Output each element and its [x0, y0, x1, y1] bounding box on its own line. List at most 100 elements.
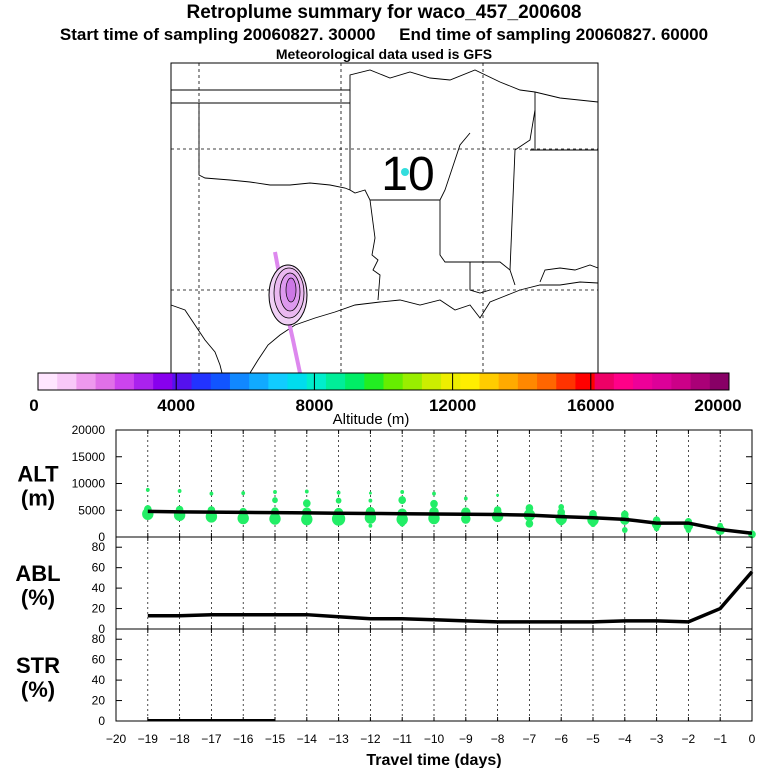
- x-tick-label: −6: [554, 732, 568, 746]
- y-tick-label: 5000: [78, 503, 105, 517]
- y-tick-label: 20000: [72, 423, 106, 437]
- particle-point: [303, 499, 311, 508]
- colorbar-cell: [306, 373, 327, 390]
- colorbar-cell: [249, 373, 269, 390]
- colorbar-cell: [345, 373, 365, 390]
- retroplume-map: 10: [170, 62, 599, 374]
- colorbar-cell: [709, 373, 730, 390]
- colorbar-cell: [325, 373, 346, 390]
- particle-point: [399, 520, 406, 527]
- colorbar-cells: [38, 373, 730, 390]
- x-tick-label: −5: [586, 732, 600, 746]
- altitude-colorbar: 0 4000 8000 12000 16000 20000 Altitude (m): [29, 372, 742, 428]
- particle-point: [590, 521, 596, 528]
- colorbar-cell: [383, 373, 404, 390]
- particle-point: [463, 496, 468, 501]
- colorbar-tick-label: 4000: [157, 396, 195, 415]
- colorbar-tick-label: 8000: [295, 396, 333, 415]
- x-axis-label: Travel time (days): [366, 752, 501, 768]
- particle-point: [685, 527, 692, 534]
- particle-point: [368, 523, 373, 528]
- particle-point: [558, 519, 565, 526]
- colorbar-cell: [537, 373, 557, 390]
- x-tick-label: −9: [459, 732, 473, 746]
- colorbar-cell: [498, 373, 519, 390]
- met-data-line: Meteorological data used is GFS: [275, 46, 493, 62]
- coastline: [170, 281, 599, 374]
- colorbar-cell: [191, 373, 212, 390]
- y-tick-label: 20: [92, 694, 106, 708]
- x-tick-label: −15: [265, 732, 286, 746]
- x-tick-label: 0: [749, 732, 756, 746]
- colorbar-cell: [556, 373, 576, 390]
- panel-label: ALT: [17, 462, 59, 487]
- y-tick-label: 15000: [72, 450, 106, 464]
- panel-unit: (%): [21, 585, 55, 610]
- x-tick-label: −17: [201, 732, 222, 746]
- y-tick-label: 60: [92, 561, 106, 575]
- colorbar-tick-label: 16000: [567, 396, 614, 415]
- sampling-times: Start time of sampling 20060827. 30000 E…: [59, 25, 709, 44]
- colorbar-cell: [421, 373, 442, 390]
- x-tick-label: −11: [392, 732, 412, 746]
- particle-point: [653, 525, 660, 532]
- y-tick-label: 0: [98, 714, 105, 728]
- x-tick-label: −14: [297, 732, 318, 746]
- particle-point: [525, 504, 534, 513]
- colorbar-cell: [229, 373, 250, 390]
- colorbar-cell: [287, 373, 308, 390]
- y-tick-label: 80: [92, 540, 106, 554]
- site-label: 10: [381, 148, 434, 201]
- colorbar-tick-label: 20000: [694, 396, 741, 415]
- colorbar-ticks: 0 4000 8000 12000 16000 20000: [29, 373, 742, 415]
- particle-point: [336, 490, 341, 495]
- particle-point: [241, 491, 246, 496]
- y-tick-label: 10000: [72, 477, 106, 491]
- receptor-marker: [401, 168, 409, 176]
- plume-trajectory: [268, 251, 308, 374]
- colorbar-cell: [38, 373, 58, 390]
- x-tick-label: −4: [618, 732, 632, 746]
- colorbar-cell: [441, 373, 461, 390]
- particle-point: [398, 496, 407, 505]
- colorbar-cell: [594, 373, 615, 390]
- particle-point: [368, 491, 372, 495]
- particle-point: [717, 522, 724, 529]
- colorbar-cell: [114, 373, 135, 390]
- particle-point: [368, 498, 373, 503]
- particle-point: [145, 487, 150, 492]
- particle-point: [557, 508, 565, 517]
- plume-contour-core: [285, 277, 297, 303]
- x-tick-label: −13: [328, 732, 349, 746]
- particle-point: [400, 490, 405, 495]
- panel-str: 0 20 40 60 80 STR(%): [16, 628, 753, 728]
- colorbar-cell: [517, 373, 538, 390]
- x-tick-label: −2: [682, 732, 696, 746]
- mean-line: [147, 570, 754, 624]
- colorbar-cell: [633, 373, 653, 390]
- time-series-panels: 05000100001500020000ALT(m)020406080ABL(%…: [15, 423, 756, 768]
- particle-point: [621, 510, 629, 519]
- colorbar-cell: [402, 373, 423, 390]
- panel-unit: (%): [21, 677, 55, 702]
- x-tick-label: −18: [169, 732, 190, 746]
- colorbar-cell: [690, 373, 711, 390]
- x-tick-label: −20: [106, 732, 127, 746]
- colorbar-cell: [671, 373, 692, 390]
- particle-point: [269, 512, 281, 525]
- x-tick-label: −7: [523, 732, 537, 746]
- particle-point: [525, 519, 534, 528]
- colorbar-cell: [575, 373, 596, 390]
- y-tick-label: 40: [92, 581, 106, 595]
- colorbar-cell: [57, 373, 77, 390]
- x-tick-label: −19: [138, 732, 159, 746]
- colorbar-cell: [364, 373, 384, 390]
- colorbar-cell: [172, 373, 193, 390]
- panel-label: STR: [16, 653, 60, 678]
- y-tick-label: 40: [92, 673, 106, 687]
- colorbar-tick-label: 12000: [429, 396, 476, 415]
- particle-point: [209, 491, 214, 496]
- particle-point: [493, 506, 502, 515]
- x-tick-label: −3: [650, 732, 664, 746]
